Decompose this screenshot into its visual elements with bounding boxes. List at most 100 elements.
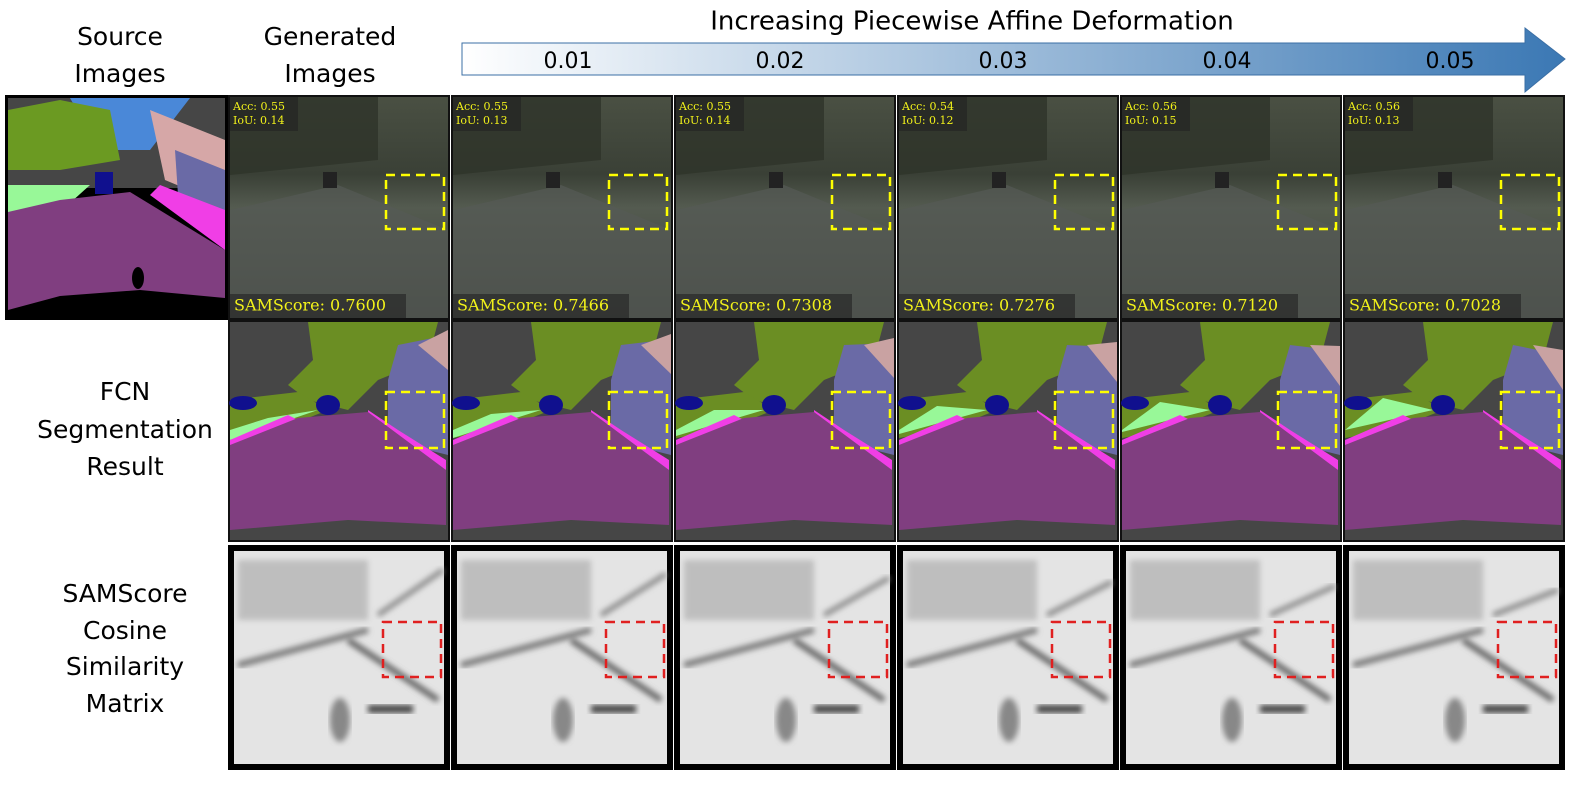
road — [453, 412, 669, 530]
highlight-box — [1496, 620, 1558, 679]
overlay-box — [899, 294, 1075, 318]
highlight-box — [381, 620, 443, 679]
building-edge — [376, 567, 445, 618]
vegetation — [734, 322, 884, 410]
car — [762, 395, 786, 415]
vegetation — [1180, 322, 1330, 410]
column-header: Generated — [264, 22, 397, 51]
curb-edge — [792, 637, 886, 703]
road-edge — [906, 627, 1038, 668]
highlight-box — [384, 173, 446, 231]
terrain — [1345, 398, 1433, 430]
car — [769, 172, 783, 188]
highlight-box — [1053, 173, 1115, 231]
car — [452, 396, 480, 410]
row-label: Segmentation — [37, 415, 213, 444]
samscore-label: SAMScore: 0.7600 — [234, 296, 386, 315]
car — [1208, 395, 1232, 415]
car — [95, 172, 113, 194]
car — [229, 396, 257, 410]
sidewalk — [1037, 410, 1115, 470]
texture — [238, 560, 368, 620]
deformation-level: 0.02 — [756, 49, 805, 74]
column-header: Images — [284, 59, 375, 88]
highlight-box — [607, 390, 669, 450]
row-label: SAMScore — [62, 579, 187, 608]
blob — [1037, 705, 1082, 713]
highlight-box — [607, 173, 669, 231]
overlay-box — [1122, 97, 1190, 131]
blob — [553, 698, 573, 742]
iou-label: IoU: 0.15 — [1125, 114, 1177, 127]
terrain — [1122, 402, 1210, 432]
car — [539, 395, 563, 415]
road — [899, 412, 1115, 530]
building-top — [641, 334, 671, 374]
curb-edge — [346, 637, 440, 703]
sidewalk — [150, 185, 225, 250]
highlight-box — [827, 620, 889, 679]
car — [546, 172, 560, 188]
column-header: Images — [74, 59, 165, 88]
acc-label: Acc: 0.56 — [1347, 100, 1400, 113]
blob — [1260, 705, 1305, 713]
building — [1503, 345, 1563, 455]
highlight-box — [384, 390, 446, 450]
building — [1280, 345, 1340, 455]
acc-label: Acc: 0.55 — [455, 100, 508, 113]
overlay-box — [453, 294, 629, 318]
vegetation — [288, 322, 438, 410]
road — [230, 412, 446, 530]
building — [388, 335, 448, 455]
deformation-level: 0.03 — [979, 49, 1028, 74]
highlight-box — [1276, 390, 1338, 450]
blob — [999, 698, 1019, 742]
acc-label: Acc: 0.55 — [232, 100, 285, 113]
road — [676, 412, 892, 530]
road-surface — [1345, 185, 1563, 318]
blob — [1222, 698, 1242, 742]
samscore-label: SAMScore: 0.7120 — [1126, 296, 1278, 315]
similarity-matrix — [1120, 545, 1342, 770]
blob — [814, 705, 859, 713]
column-header: Source — [77, 22, 163, 51]
road-surface — [676, 185, 894, 318]
highlight-box — [604, 620, 666, 679]
similarity-matrix — [897, 545, 1119, 770]
highlight-box — [830, 390, 892, 450]
highlight-box — [1499, 173, 1561, 231]
overlay-box — [1345, 294, 1521, 318]
road-edge — [683, 627, 815, 668]
texture — [461, 560, 591, 620]
overlay-box — [1345, 97, 1413, 131]
car — [1431, 395, 1455, 415]
road-surface — [453, 185, 671, 318]
car — [1121, 396, 1149, 410]
deformation-arrow — [461, 26, 1566, 94]
blob — [1445, 698, 1465, 742]
car — [1438, 172, 1452, 188]
iou-label: IoU: 0.14 — [679, 114, 731, 127]
ego-marker — [132, 267, 144, 289]
highlight-box — [1499, 390, 1561, 450]
road-edge — [237, 627, 369, 668]
texture — [684, 560, 814, 620]
road-edge — [1129, 627, 1261, 668]
overlay-box — [676, 97, 744, 131]
building — [1057, 345, 1117, 455]
arrow-title: Increasing Piecewise Affine Deformation — [710, 7, 1233, 37]
vegetation — [511, 322, 661, 410]
blob — [368, 705, 413, 713]
road-surface — [1122, 185, 1340, 318]
road-edge — [460, 627, 592, 668]
texture — [1353, 560, 1483, 620]
road — [1122, 412, 1338, 530]
building-edge — [1045, 579, 1114, 618]
deformation-level: 0.05 — [1426, 49, 1475, 74]
building-edge — [599, 571, 668, 618]
car — [1344, 396, 1372, 410]
